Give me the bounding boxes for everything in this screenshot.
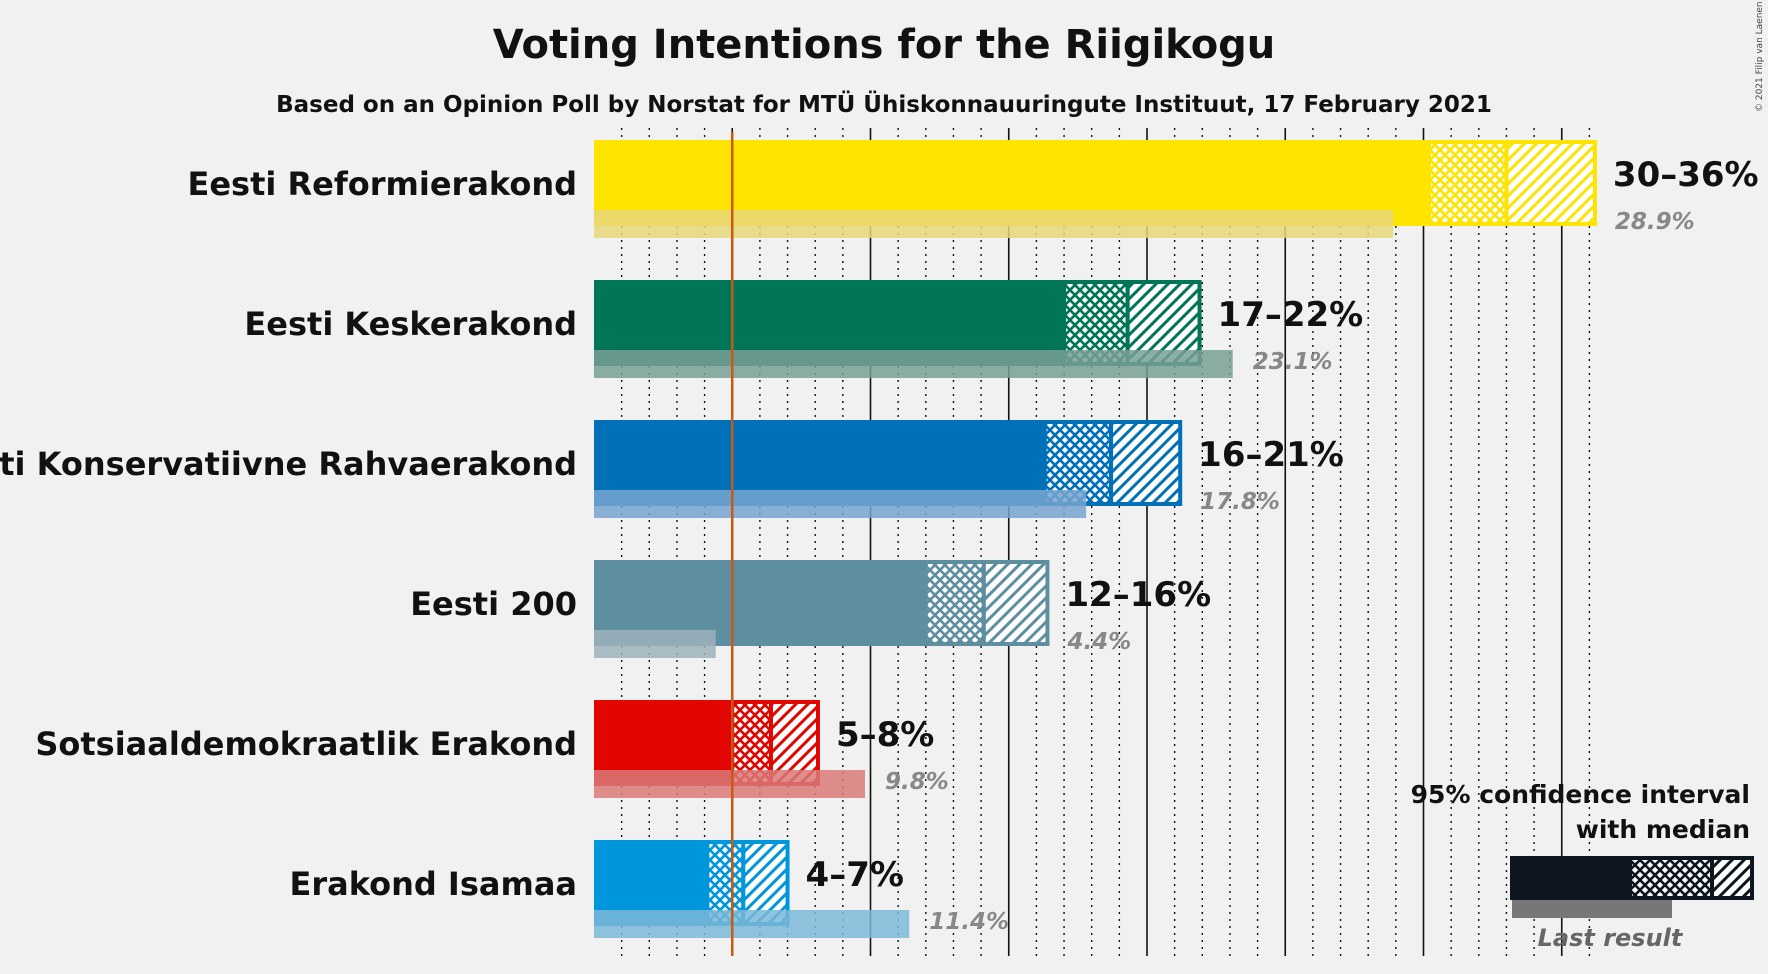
party-row: Erakond Isamaa 4–7% 11.4%: [289, 840, 1009, 938]
party-label: Erakond Isamaa: [289, 865, 577, 903]
legend-ci-upper: [1710, 856, 1754, 900]
party-row: Sotsiaaldemokraatlik Erakond 5–8% 9.8%: [35, 700, 949, 798]
legend-title-line1: 95% confidence interval: [1411, 780, 1750, 809]
chart-title: Voting Intentions for the Riigikogu: [493, 22, 1276, 68]
last-result-label: 23.1%: [1253, 349, 1333, 375]
bar-last-result: [594, 350, 1233, 378]
last-result-label: 17.8%: [1200, 489, 1280, 515]
bar-ci-lower: [1427, 140, 1509, 226]
range-label: 16–21%: [1198, 435, 1344, 475]
copyright: © 2021 Filip van Laenen: [1755, 1, 1765, 112]
bar-ci-upper: [1504, 140, 1597, 226]
bar-ci-lower: [923, 560, 986, 646]
bar-last-result: [594, 910, 910, 938]
last-result-label: 11.4%: [929, 909, 1009, 935]
party-label: Sotsiaaldemokraatlik Erakond: [35, 725, 577, 763]
legend-ci-lower: [1628, 856, 1714, 900]
range-label: 12–16%: [1065, 575, 1211, 615]
party-row: Eesti 200 12–16% 4.4%: [410, 560, 1211, 658]
legend-solid: [1510, 856, 1630, 900]
party-label: Eesti Konservatiivne Rahvaerakond: [0, 445, 577, 483]
last-result-label: 9.8%: [885, 769, 949, 795]
bar-ci-upper: [1109, 420, 1183, 506]
party-row: Eesti Keskerakond 17–22% 23.1%: [244, 280, 1363, 378]
bar-last-result: [594, 490, 1087, 518]
party-row: Eesti Reformierakond 30–36% 28.9%: [187, 140, 1759, 238]
last-result-label: 28.9%: [1615, 209, 1695, 235]
last-result-label: 4.4%: [1066, 629, 1131, 655]
party-bars: Eesti Reformierakond 30–36% 28.9% Eesti Kes…: [0, 140, 1759, 938]
legend-last-result: Last result: [1538, 924, 1684, 952]
bar-last-result: [594, 210, 1394, 238]
range-label: 4–7%: [806, 855, 904, 895]
bar-last-result: [594, 630, 716, 658]
party-label: Eesti 200: [410, 585, 577, 623]
party-label: Eesti Reformierakond: [187, 165, 577, 203]
range-label: 5–8%: [836, 715, 934, 755]
legend-last-bar: [1512, 900, 1672, 918]
party-row: Eesti Konservatiivne Rahvaerakond 16–21% 1…: [0, 420, 1344, 518]
chart-subtitle: Based on an Opinion Poll by Norstat for …: [276, 90, 1492, 118]
range-label: 30–36%: [1613, 155, 1759, 195]
legend-title-line2: with median: [1576, 815, 1750, 844]
bar-ci-upper: [981, 560, 1050, 646]
bar-last-result: [594, 770, 865, 798]
legend: 95% confidence interval with median Last…: [1411, 780, 1754, 952]
range-label: 17–22%: [1218, 295, 1364, 335]
grid-lines: [620, 128, 1591, 956]
legend-swatch: [1510, 856, 1754, 918]
party-label: Eesti Keskerakond: [244, 305, 577, 343]
